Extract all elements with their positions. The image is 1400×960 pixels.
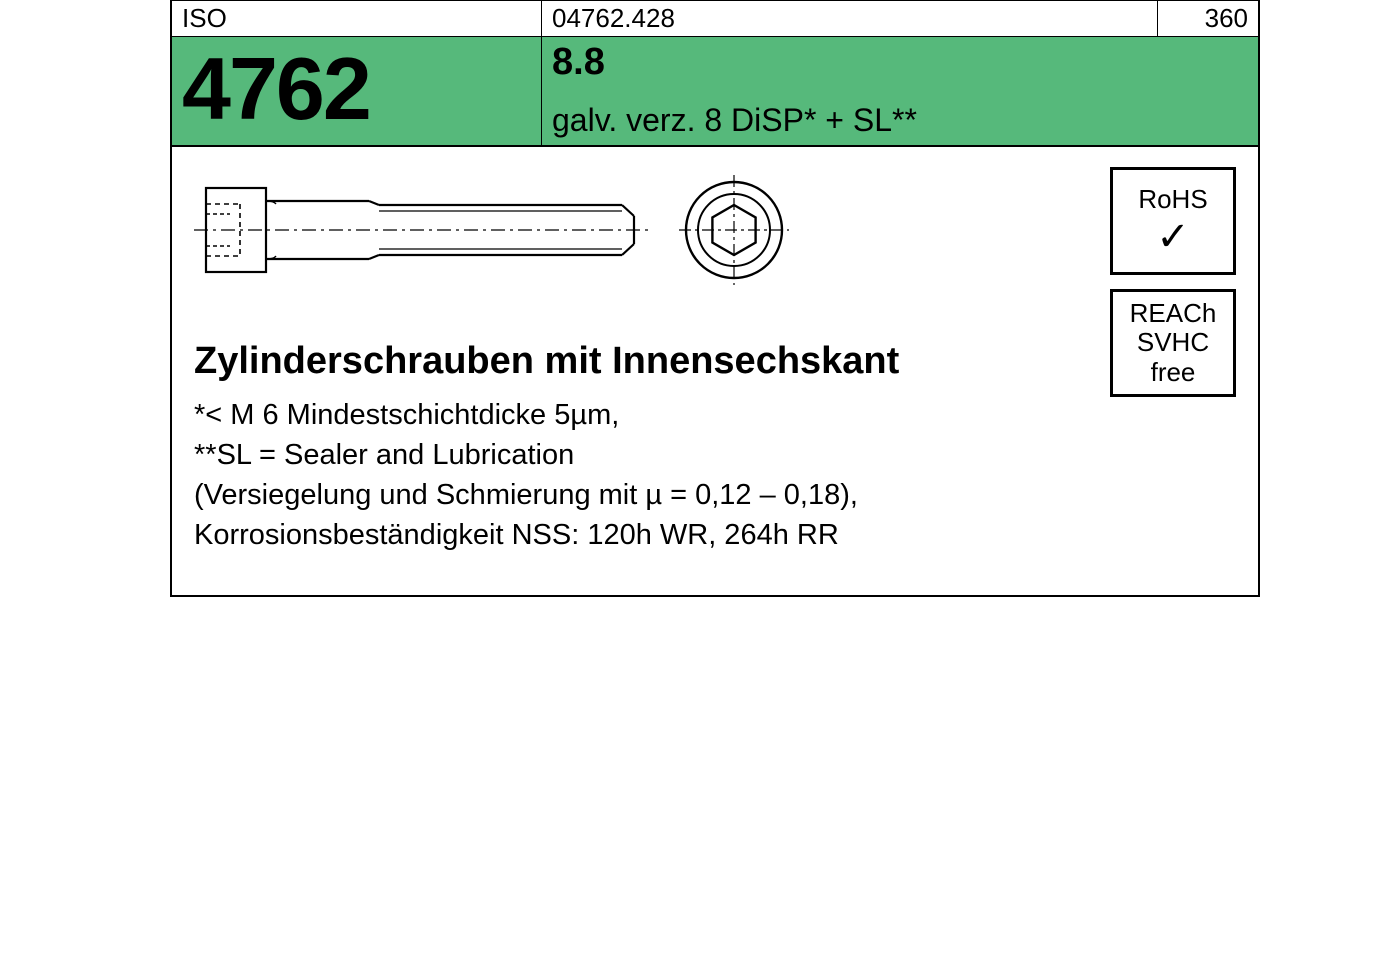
notes-block: *< M 6 Mindestschichtdicke 5µm, **SL = S… [194, 395, 1236, 555]
standard-number: 4762 [172, 37, 542, 145]
strength-grade: 8.8 [552, 41, 1248, 84]
note-line-2: **SL = Sealer and Lubrication [194, 435, 1236, 475]
rohs-label: RoHS [1138, 185, 1207, 215]
reach-line2: SVHC [1137, 328, 1209, 358]
product-title: Zylinderschrauben mit Innensechskant [194, 340, 1236, 383]
article-code: 04762.428 [542, 1, 1158, 36]
header-green-row: 4762 8.8 galv. verz. 8 DiSP* + SL** [172, 37, 1258, 147]
header-top-row: ISO 04762.428 360 [172, 1, 1258, 37]
material-cell: 8.8 galv. verz. 8 DiSP* + SL** [542, 37, 1258, 145]
screw-side-icon [194, 180, 649, 280]
note-line-4: Korrosionsbeständigkeit NSS: 120h WR, 26… [194, 515, 1236, 555]
rohs-badge: RoHS ✓ [1110, 167, 1236, 275]
coating-text: galv. verz. 8 DiSP* + SL** [552, 102, 1248, 139]
technical-drawing [194, 175, 1236, 285]
reach-badge: REACh SVHC free [1110, 289, 1236, 397]
note-line-1: *< M 6 Mindestschichtdicke 5µm, [194, 395, 1236, 435]
reach-line1: REACh [1130, 299, 1217, 329]
reach-line3: free [1151, 358, 1196, 388]
compliance-badges: RoHS ✓ REACh SVHC free [1110, 167, 1236, 397]
standard-label: ISO [172, 1, 542, 36]
page-number: 360 [1158, 1, 1258, 36]
check-icon: ✓ [1156, 217, 1190, 257]
note-line-3: (Versiegelung und Schmierung mit µ = 0,1… [194, 475, 1236, 515]
spec-sheet-frame: ISO 04762.428 360 4762 8.8 galv. verz. 8… [170, 0, 1260, 597]
screw-head-front-icon [679, 175, 789, 285]
body-area: RoHS ✓ REACh SVHC free [172, 147, 1258, 595]
